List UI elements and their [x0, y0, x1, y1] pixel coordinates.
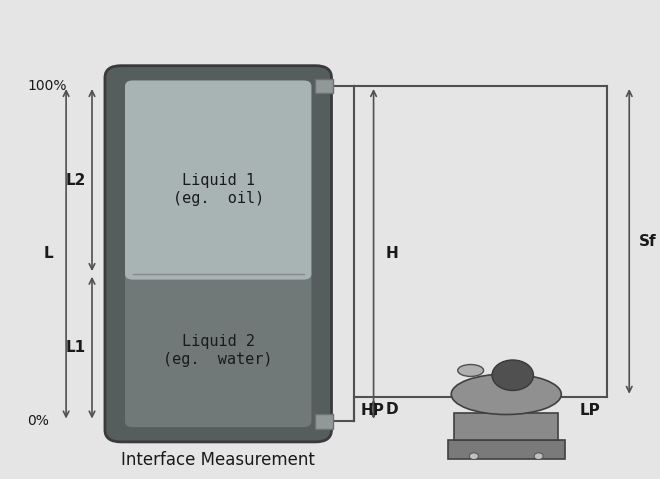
Text: L: L	[44, 246, 53, 261]
Text: 0%: 0%	[27, 414, 49, 428]
Circle shape	[534, 453, 543, 459]
Text: D: D	[385, 401, 398, 417]
Text: 100%: 100%	[27, 79, 67, 93]
Text: L1: L1	[65, 340, 86, 355]
Ellipse shape	[451, 374, 561, 414]
Text: Interface Measurement: Interface Measurement	[121, 451, 315, 469]
Bar	[448, 440, 564, 458]
Text: LP: LP	[579, 403, 600, 419]
Bar	[315, 414, 333, 429]
Circle shape	[469, 453, 478, 459]
Text: L2: L2	[65, 172, 86, 188]
FancyBboxPatch shape	[125, 268, 312, 427]
Text: H: H	[385, 246, 398, 261]
Ellipse shape	[458, 365, 484, 376]
FancyBboxPatch shape	[105, 66, 331, 442]
Text: HP: HP	[360, 403, 385, 419]
Text: Liquid 2
(eg.  water): Liquid 2 (eg. water)	[164, 334, 273, 367]
Circle shape	[492, 360, 533, 390]
FancyBboxPatch shape	[125, 80, 312, 280]
Text: Sf: Sf	[639, 234, 657, 249]
Text: Liquid 1
(eg.  oil): Liquid 1 (eg. oil)	[173, 173, 264, 205]
Bar	[315, 79, 333, 93]
Bar	[455, 413, 558, 440]
